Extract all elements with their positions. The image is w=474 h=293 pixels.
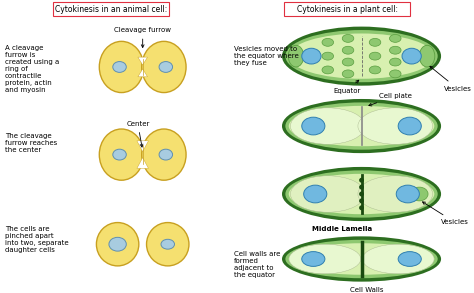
Text: Center: Center [126,121,150,147]
Ellipse shape [99,129,144,180]
Ellipse shape [146,223,189,266]
Ellipse shape [96,223,139,266]
Ellipse shape [159,149,173,160]
Text: Cell plate: Cell plate [369,93,412,106]
Ellipse shape [342,70,354,78]
Polygon shape [137,141,148,152]
Text: A cleavage
furrow is
created using a
ring of
contractile
protein, actin
and myos: A cleavage furrow is created using a rin… [5,45,59,93]
Ellipse shape [302,252,325,266]
Ellipse shape [358,176,433,212]
Ellipse shape [369,66,381,74]
Ellipse shape [359,198,364,203]
Ellipse shape [369,52,381,60]
Ellipse shape [291,176,365,212]
Ellipse shape [288,45,304,67]
Polygon shape [137,158,148,168]
Ellipse shape [398,117,421,135]
Ellipse shape [342,58,354,66]
Ellipse shape [113,62,126,72]
Ellipse shape [285,30,438,82]
Ellipse shape [342,35,354,42]
FancyBboxPatch shape [284,2,410,16]
Ellipse shape [289,243,434,275]
Ellipse shape [302,48,321,64]
Ellipse shape [282,167,441,221]
Ellipse shape [390,70,401,78]
Ellipse shape [396,185,419,203]
Text: Cytokinesis in an animal cell:: Cytokinesis in an animal cell: [55,5,167,14]
Ellipse shape [362,244,434,274]
Text: Vesicles: Vesicles [430,66,471,92]
Ellipse shape [390,58,401,66]
Ellipse shape [398,252,421,266]
Ellipse shape [99,41,144,93]
FancyBboxPatch shape [53,2,169,16]
Ellipse shape [285,103,438,150]
Ellipse shape [282,236,441,282]
Ellipse shape [322,38,334,46]
Ellipse shape [291,108,365,144]
Ellipse shape [359,192,364,197]
Text: Cell Walls: Cell Walls [350,287,383,293]
Ellipse shape [285,240,438,278]
Ellipse shape [342,46,354,54]
Ellipse shape [161,239,174,249]
Ellipse shape [304,185,327,203]
Text: Middle Lamella: Middle Lamella [312,226,372,232]
Polygon shape [138,69,147,77]
Ellipse shape [358,108,433,144]
Text: Vesicles moved to
the equator where
they fuse: Vesicles moved to the equator where they… [234,46,299,66]
Ellipse shape [302,117,325,135]
Ellipse shape [289,244,361,274]
Ellipse shape [113,149,126,160]
Ellipse shape [369,38,381,46]
Ellipse shape [289,174,434,214]
Ellipse shape [322,52,334,60]
Ellipse shape [109,237,126,251]
Ellipse shape [282,27,441,86]
Text: Cytokinesis in a plant cell:: Cytokinesis in a plant cell: [297,5,398,14]
Ellipse shape [410,187,428,201]
Ellipse shape [289,106,434,146]
Ellipse shape [419,45,435,67]
Text: The cleavage
furrow reaches
the center: The cleavage furrow reaches the center [5,133,57,153]
Text: Vesicles: Vesicles [422,202,468,225]
Ellipse shape [159,62,173,72]
Ellipse shape [282,99,441,153]
Ellipse shape [390,35,401,42]
Text: Equator: Equator [333,80,361,93]
Ellipse shape [359,178,364,183]
Ellipse shape [142,41,186,93]
Ellipse shape [289,33,434,79]
Ellipse shape [322,66,334,74]
Ellipse shape [359,205,364,210]
Polygon shape [138,57,147,65]
Ellipse shape [402,48,421,64]
Ellipse shape [142,129,186,180]
Text: Cleavage furrow: Cleavage furrow [114,28,171,47]
Text: The cells are
pinched apart
into two, separate
daughter cells: The cells are pinched apart into two, se… [5,226,68,253]
Ellipse shape [285,170,438,218]
Text: Cell walls are
formed
adjacent to
the equator: Cell walls are formed adjacent to the eq… [234,251,281,278]
Ellipse shape [359,185,364,190]
Ellipse shape [390,46,401,54]
